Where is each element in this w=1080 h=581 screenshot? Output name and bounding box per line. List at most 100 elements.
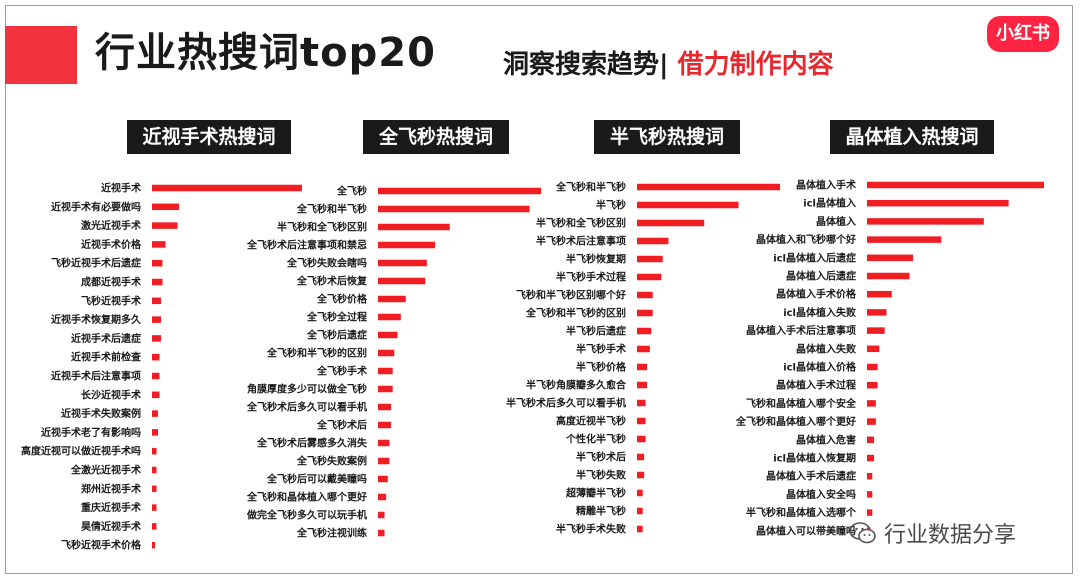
category-label: 高度近视可以做近视手术吗 <box>21 445 141 458</box>
panel-title-full-femto: 全飞秒热搜词 <box>363 120 509 154</box>
bar <box>867 400 876 407</box>
bar <box>637 255 663 263</box>
category-label: 半飞秒术后多久可以看手机 <box>506 397 626 410</box>
category-label: 飞秒近视手术价格 <box>61 539 142 552</box>
category-label: 半飞秒角膜瓣多久愈合 <box>526 379 627 392</box>
category-label: 近视手术后注意事项 <box>51 370 141 383</box>
category-label: 个性化半飞秒 <box>565 433 626 446</box>
bar <box>637 201 739 209</box>
bar <box>637 525 643 533</box>
bar <box>637 327 652 335</box>
bar <box>378 259 427 267</box>
bar <box>867 254 914 262</box>
category-label: 晶体植入 <box>816 215 856 228</box>
page-title: 行业热搜词top20 <box>95 30 436 76</box>
category-label: 近视手术 <box>101 182 141 195</box>
bar <box>378 529 385 537</box>
bar <box>637 453 645 461</box>
category-label: 全飞秒后遗症 <box>306 329 367 342</box>
category-label: 全飞秒和晶体植入哪个更好 <box>735 415 856 428</box>
bar <box>152 391 160 399</box>
bar <box>867 472 873 480</box>
bar <box>867 199 1009 207</box>
bar <box>867 181 1044 189</box>
bar <box>152 410 158 417</box>
bar <box>637 489 643 497</box>
bar <box>378 223 450 231</box>
category-label: 近视手术恢复期多久 <box>51 313 142 326</box>
bar <box>867 218 984 225</box>
category-label: 做完全飞秒多久可以玩手机 <box>246 509 367 522</box>
bar <box>152 241 166 248</box>
bar <box>378 421 392 429</box>
category-label: 飞秒近视手术后遗症 <box>51 257 141 270</box>
category-label: 全飞秒术后恢复 <box>296 275 368 288</box>
category-label: 全飞秒术后注意事项和禁忌 <box>246 239 367 252</box>
page-subtitle: 洞察搜索趋势| 借力制作内容 <box>503 48 834 82</box>
bar <box>378 187 541 195</box>
bar <box>378 313 401 321</box>
bar <box>867 272 910 280</box>
bar <box>637 471 645 479</box>
bar <box>378 475 388 483</box>
bar <box>152 335 161 342</box>
bar <box>637 237 669 245</box>
bar <box>152 297 161 305</box>
category-label: 晶体植入危害 <box>796 433 856 446</box>
bar <box>867 454 875 462</box>
panel-title-lens-implant: 晶体植入热搜词 <box>830 120 994 154</box>
bar <box>867 509 873 516</box>
bar <box>152 278 163 286</box>
category-label: 全飞秒 <box>336 185 367 198</box>
bar <box>867 363 878 371</box>
bar <box>152 353 160 361</box>
category-label: 晶体植入手术过程 <box>776 379 856 392</box>
category-label: 飞秒和半飞秒区别哪个好 <box>516 289 626 302</box>
category-label: 晶体植入手术价格 <box>776 288 857 301</box>
category-label: 半飞秒失败 <box>576 469 626 482</box>
category-label: icl晶体植入失败 <box>783 306 856 319</box>
category-label: 半飞秒手术过程 <box>556 271 626 284</box>
category-label: 飞秒和晶体植入哪个安全 <box>746 397 857 410</box>
category-label: icl晶体植入恢复期 <box>773 452 856 465</box>
bar <box>378 403 392 411</box>
bar <box>152 222 178 229</box>
subtitle-separator: | <box>659 50 669 80</box>
category-label: 晶体植入手术 <box>796 179 856 192</box>
category-label: 激光近视手术 <box>81 219 141 232</box>
bar <box>867 309 887 316</box>
category-label: 全飞秒全过程 <box>306 311 367 324</box>
bar <box>867 327 885 334</box>
bar <box>637 417 646 425</box>
category-label: 晶体植入安全吗 <box>786 488 856 501</box>
subtitle-highlight: 借力制作内容 <box>677 50 834 80</box>
category-label: 半飞秒恢复期 <box>566 253 626 266</box>
slide-frame <box>5 5 1073 574</box>
bar <box>378 205 530 213</box>
category-label: 近视手术老了有影响吗 <box>41 426 141 439</box>
bar <box>637 435 646 443</box>
category-label: 全飞秒和半飞秒 <box>555 181 626 194</box>
category-label: 半飞秒手术失败 <box>556 523 626 536</box>
category-label: 全飞秒术后 <box>316 419 367 432</box>
category-label: icl晶体植入后遗症 <box>773 251 856 264</box>
watermark-text: 行业数据分享 <box>884 523 1017 548</box>
bar <box>378 295 406 303</box>
category-label: 全飞秒术后多久可以看手机 <box>246 401 367 414</box>
bar <box>152 504 157 511</box>
category-label: 全飞秒价格 <box>316 293 368 306</box>
subtitle-main: 洞察搜索趋势 <box>503 50 660 80</box>
category-label: 半飞秒和全飞秒区别 <box>277 221 367 234</box>
category-label: 半飞秒价格 <box>576 361 627 374</box>
category-label: 昊倩近视手术 <box>81 520 141 533</box>
bar <box>867 491 873 498</box>
bar <box>637 345 650 353</box>
title-accent-block <box>5 26 77 84</box>
category-label: 近视手术价格 <box>81 238 142 251</box>
bar <box>152 523 157 530</box>
category-label: 全飞秒和半飞秒的区别 <box>525 307 626 320</box>
bar <box>637 381 648 389</box>
bar <box>867 436 875 444</box>
bar <box>867 345 880 353</box>
